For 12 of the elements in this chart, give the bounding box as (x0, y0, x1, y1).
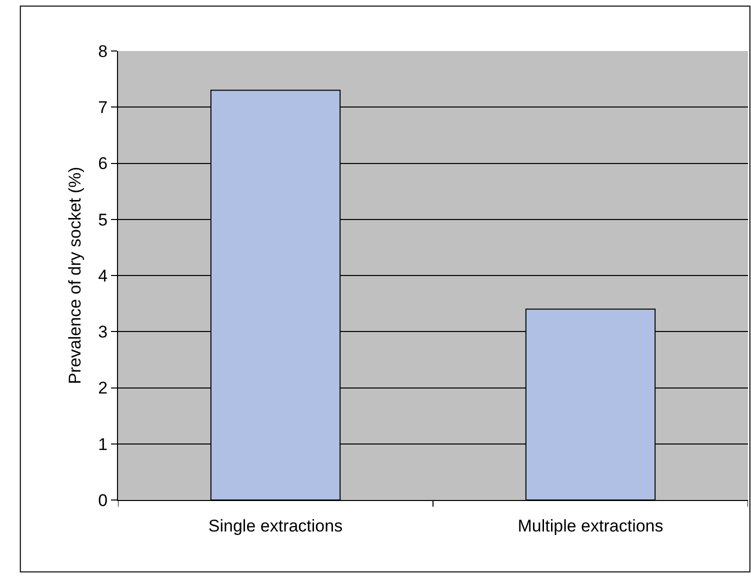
y-tick-label: 3 (98, 322, 108, 342)
y-axis-title: Prevalence of dry socket (%) (66, 166, 85, 384)
y-tick-label: 5 (98, 210, 108, 230)
y-tick-label: 8 (98, 42, 108, 61)
x-tick-label: Multiple extractions (518, 516, 664, 536)
y-tick-label: 4 (98, 266, 108, 286)
y-tick-label: 1 (98, 434, 108, 454)
x-tick-label: Single extractions (208, 516, 343, 536)
y-tick-label: 6 (98, 154, 108, 174)
y-tick-label: 7 (98, 98, 108, 118)
y-tick-label: 0 (98, 490, 108, 510)
y-tick-label: 2 (98, 378, 108, 398)
